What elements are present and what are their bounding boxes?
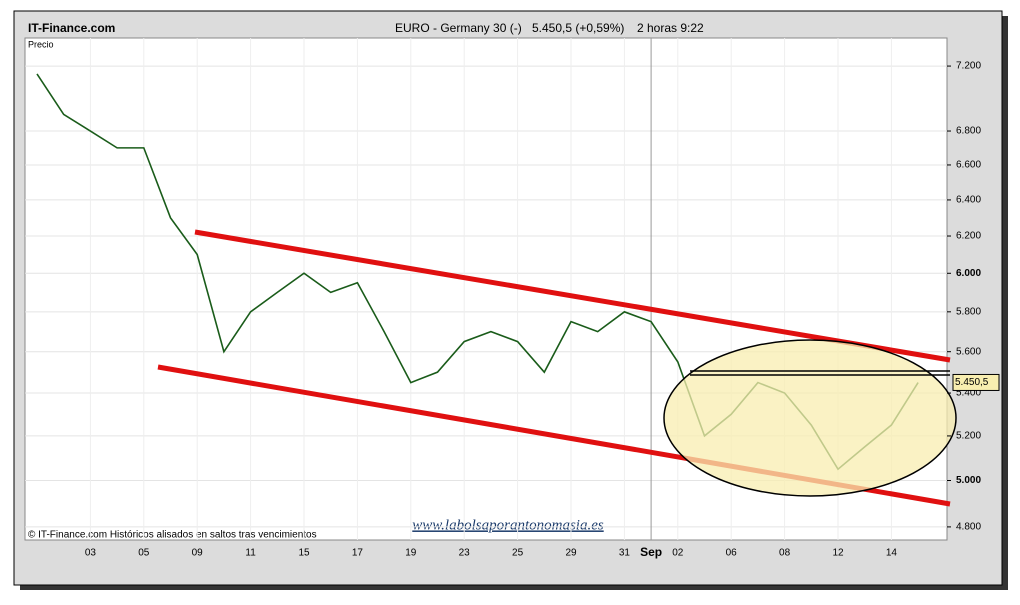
y-tick-label: 6.800 (956, 126, 981, 137)
y-tick-label: 5.200 (956, 431, 981, 442)
last-price-label: 5.450,5 (955, 377, 989, 388)
y-tick-label: 5.000 (956, 475, 981, 486)
x-tick-label: 11 (245, 548, 256, 559)
y-tick-label: 6.600 (956, 160, 981, 171)
y-tick-label: 6.200 (956, 231, 981, 242)
site-name: IT-Finance.com (28, 21, 115, 35)
highlight-ellipse (663, 339, 957, 497)
y-tick-label: 5.800 (956, 306, 981, 317)
x-tick-label: 29 (565, 548, 577, 559)
x-tick-label: 14 (886, 548, 898, 559)
x-tick-label: 15 (298, 548, 310, 559)
y-tick-label: 7.200 (956, 61, 981, 72)
x-tick-label: 02 (672, 548, 684, 559)
x-tick-label: 05 (138, 548, 150, 559)
watermark: www.labolsaporantonomasia.es (412, 517, 604, 533)
x-tick-label: 03 (85, 548, 97, 559)
x-tick-label: 25 (512, 548, 524, 559)
x-tick-label: 06 (726, 548, 738, 559)
last-price-box (952, 373, 1000, 391)
footnote: © IT-Finance.com Históricos alisados en … (28, 530, 317, 541)
x-tick-label: 19 (405, 548, 417, 559)
x-tick-label: 17 (352, 548, 364, 559)
y-tick-label: 5.600 (956, 346, 981, 357)
timeframe: 2 horas 9:22 (637, 21, 704, 35)
x-tick-label: 31 (619, 548, 631, 559)
y-tick-label: 4.800 (956, 522, 981, 533)
y-label: Precio (28, 39, 54, 49)
trend-line-upper (194, 229, 951, 363)
x-tick-label: 23 (459, 548, 471, 559)
x-tick-label: 09 (192, 548, 204, 559)
x-tick-label: Sep (640, 545, 662, 559)
x-tick-label: 12 (832, 548, 844, 559)
y-tick-label: 5.400 (956, 388, 981, 399)
quote: 5.450,5 (+0,59%) (532, 21, 624, 35)
y-tick-label: 6.000 (956, 268, 981, 279)
x-tick-label: 08 (779, 548, 791, 559)
y-tick-label: 6.400 (956, 195, 981, 206)
chart-title: EURO - Germany 30 (-) (395, 21, 522, 35)
